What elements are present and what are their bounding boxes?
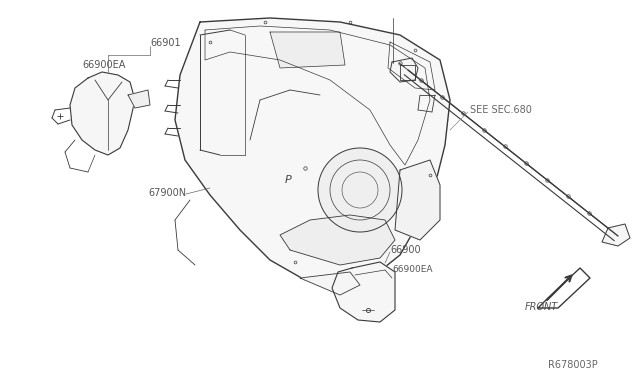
Polygon shape <box>280 215 395 265</box>
Polygon shape <box>175 18 450 285</box>
Text: P: P <box>285 175 292 185</box>
Polygon shape <box>395 160 440 240</box>
Circle shape <box>318 148 402 232</box>
Polygon shape <box>70 72 135 155</box>
Text: 66900EA: 66900EA <box>392 265 433 274</box>
Polygon shape <box>270 32 345 68</box>
Text: 66901: 66901 <box>150 38 180 48</box>
Polygon shape <box>390 58 418 82</box>
Text: SEE SEC.680: SEE SEC.680 <box>470 105 532 115</box>
Text: 66900: 66900 <box>390 245 420 255</box>
Polygon shape <box>128 90 150 108</box>
Polygon shape <box>602 224 630 246</box>
Text: 66900EA: 66900EA <box>82 60 125 70</box>
Text: FRONT: FRONT <box>525 302 558 312</box>
Text: 67900N: 67900N <box>148 188 186 198</box>
Polygon shape <box>332 262 395 322</box>
Polygon shape <box>300 272 360 295</box>
Text: R678003P: R678003P <box>548 360 598 370</box>
